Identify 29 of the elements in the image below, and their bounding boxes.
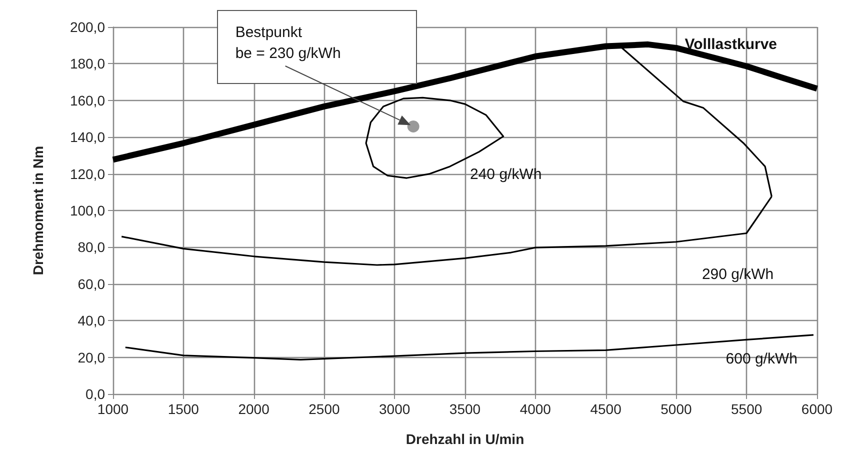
x-tick-label: 1000 (97, 401, 129, 417)
y-tick-label: 100,0 (70, 202, 106, 218)
x-tick-label: 5000 (660, 401, 692, 417)
series-label: 290 g/kWh (702, 266, 774, 284)
x-tick-label: 6000 (801, 401, 833, 417)
y-axis-title: Drehmoment in Nm (30, 146, 46, 276)
y-tick-label: 200,0 (70, 19, 106, 35)
y-tick-label: 0,0 (86, 386, 106, 402)
x-axis-title: Drehzahl in U/min (406, 431, 524, 447)
series-label: 600 g/kWh (726, 350, 798, 368)
y-tick-label: 120,0 (70, 166, 106, 182)
x-tick-label: 4500 (590, 401, 622, 417)
x-tick-label: 3500 (449, 401, 481, 417)
y-tick-label: 80,0 (78, 239, 106, 256)
x-tick-label: 1500 (168, 401, 200, 417)
y-tick-label: 40,0 (78, 312, 106, 329)
y-tick-label: 180,0 (70, 56, 106, 72)
y-tick-label: 160,0 (70, 92, 106, 108)
x-tick-label: 4000 (520, 401, 552, 417)
y-tick-label: 140,0 (70, 129, 106, 146)
x-tick-label: 2500 (308, 401, 340, 417)
y-tick-label: 60,0 (78, 276, 106, 292)
x-tick-label: 2000 (238, 401, 270, 417)
x-tick-label: 5500 (731, 401, 762, 417)
x-tick-label: 3000 (379, 401, 410, 417)
annotation: Bestpunkt be = 230 g/kWh (235, 23, 341, 64)
annotation: 240 g/kWh (470, 165, 542, 185)
y-tick-label: 20,0 (78, 349, 106, 366)
series-label: Volllastkurve (684, 36, 777, 54)
